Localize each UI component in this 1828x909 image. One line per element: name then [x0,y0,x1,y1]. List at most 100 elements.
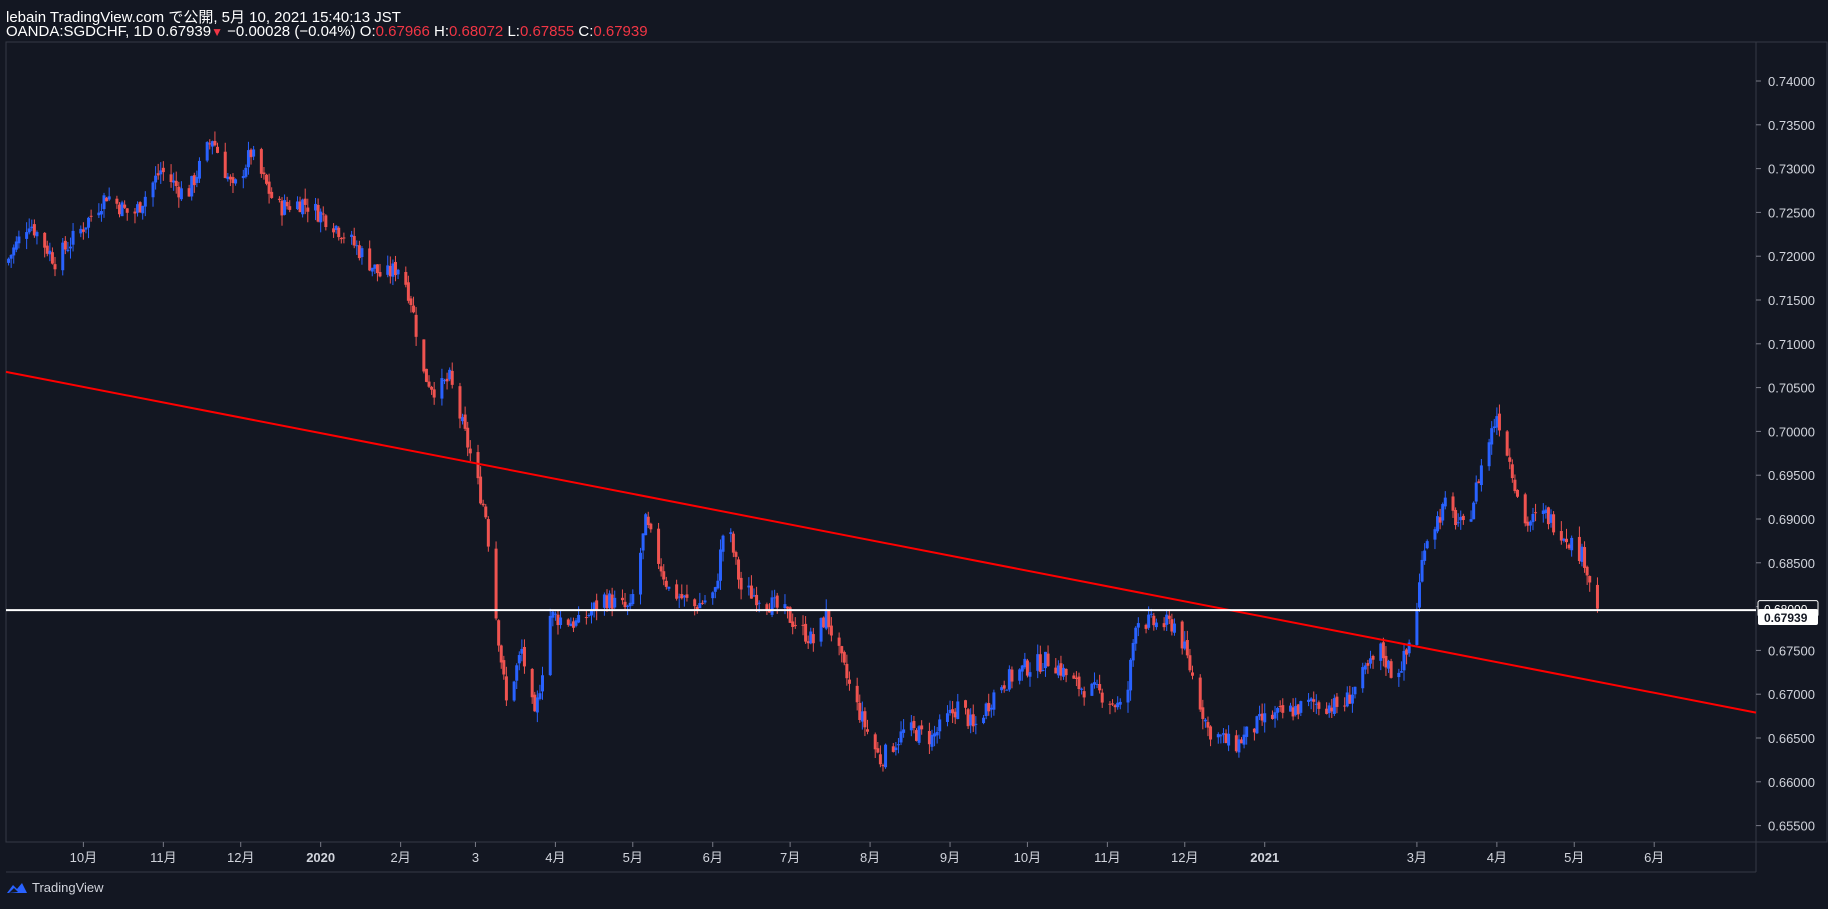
candle-body [1273,712,1277,719]
candle-body [267,181,271,194]
candle-body [786,606,790,609]
candle-body [1095,684,1099,686]
candle-body [757,602,761,604]
candle-body [466,427,470,448]
candle-body [649,523,653,530]
candle-body [664,580,668,587]
candle-body [930,734,934,747]
x-tick-label: 6月 [1644,850,1664,865]
candle-body [270,191,274,198]
y-tick-label: 0.70000 [1768,424,1815,439]
x-tick-label: 5月 [1564,850,1584,865]
candle-body [747,585,751,588]
candle-body [440,378,444,399]
x-tick-label: 8月 [860,850,880,865]
x-tick-label: 4月 [1487,850,1507,865]
candle-body [210,141,214,147]
candle-body [1443,497,1447,507]
x-tick-label: 12月 [227,850,254,865]
candle-body [548,615,552,676]
candle-body [703,600,707,603]
candle-body [1237,739,1241,753]
candle-body [169,174,173,183]
candle-body [306,207,310,212]
candle-body [283,200,287,215]
candle-body [1389,661,1393,678]
candle-body [1420,559,1424,582]
candle-body [375,264,379,274]
candle-body [1595,584,1599,609]
candle-body [1072,675,1076,679]
candle-body [197,160,201,179]
candle-body [1469,519,1473,522]
candle-body [107,196,111,200]
footer-brand[interactable]: TradingView [6,880,104,895]
trendline[interactable] [5,370,1757,714]
candle-body [685,594,689,598]
candle-body [314,203,318,211]
candle-body [909,722,913,731]
y-tick-label: 0.72000 [1768,249,1815,264]
candle-body [432,389,436,398]
candle-body [700,602,704,604]
candle-body [1180,621,1184,649]
candle-body [711,592,715,599]
candle-body [984,703,988,717]
candle-body [321,213,325,215]
candle-body [620,597,624,601]
candle-body [644,514,648,536]
candle-body [770,597,774,615]
candle-body [1492,426,1496,429]
candle-body [1129,659,1133,691]
candle-body [386,265,390,275]
candle-body [12,247,16,256]
candle-body [71,230,75,245]
candle-body [1541,510,1545,514]
candle-body [494,548,498,619]
candle-body [1131,642,1135,661]
y-tick-label: 0.74000 [1768,74,1815,89]
ohlc-legend: OANDA:SGDCHF, 1D 0.67939▼ −0.00028 (−0.0… [6,23,648,40]
candle-body [298,201,302,213]
y-tick-label: 0.68500 [1768,556,1815,571]
candle-body [138,202,142,213]
candle-body [1490,428,1494,445]
candle-body [721,535,725,552]
candle-body [161,167,165,173]
candle-body [448,369,452,380]
candle-body [1252,728,1256,733]
candle-body [461,417,465,422]
candle-body [1188,655,1192,671]
candle-body [102,195,106,210]
candle-body [1534,512,1538,514]
candle-body [1567,544,1571,549]
candle-body [1350,694,1354,704]
y-tick-label: 0.70500 [1768,381,1815,396]
candle-body [1417,582,1421,608]
candle-body [249,149,253,158]
candle-body [541,675,545,692]
candle-body [698,603,702,609]
candle-body [1366,663,1370,666]
candle-body [45,245,49,254]
candle-body [945,713,949,722]
symbol-label[interactable]: OANDA:SGDCHF, 1D [6,23,153,40]
candle-body [1240,739,1244,744]
candle-body [1149,613,1153,615]
candle-body [373,264,377,269]
candle-body [522,646,526,667]
candle-body [602,594,606,608]
price-change: −0.00028 (−0.04%) [227,23,356,40]
candle-body [87,217,91,228]
candle-body [53,264,57,270]
candle-body [1570,537,1574,551]
open-label: O: [359,23,376,40]
x-tick-label: 5月 [623,850,643,865]
candle-body [1260,713,1264,721]
candle-body [442,380,446,382]
candle-body [1415,610,1419,645]
candle-body [788,607,792,623]
candle-body [1108,703,1112,705]
price-axis[interactable] [1755,41,1828,843]
